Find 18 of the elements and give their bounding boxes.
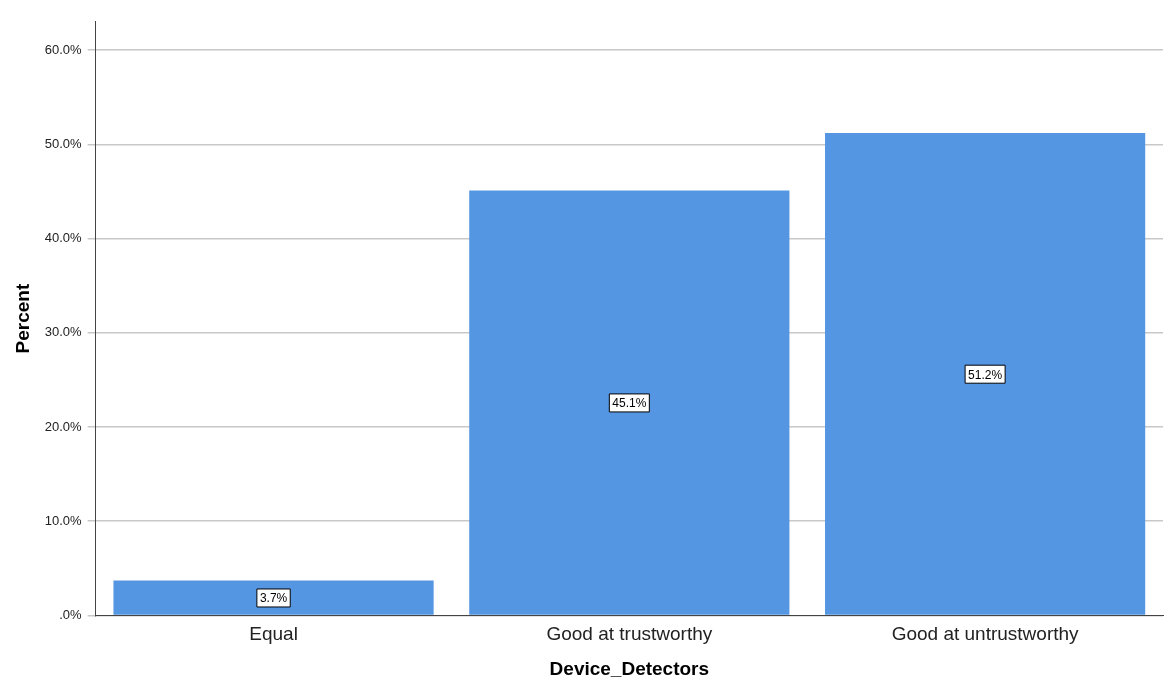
- y-axis-title: Percent: [11, 283, 33, 354]
- bar: [825, 132, 1146, 615]
- y-tick-label: 60.0%: [44, 41, 83, 57]
- bar: [113, 580, 434, 615]
- y-tick-label: 30.0%: [44, 324, 83, 340]
- data-label: 3.7%: [259, 591, 288, 606]
- y-tick-label: 50.0%: [44, 135, 83, 151]
- x-tick-label: Good at trustworthy: [546, 623, 713, 645]
- x-tick-label: Good at untrustworthy: [891, 623, 1080, 645]
- y-tick-label: 40.0%: [44, 230, 83, 246]
- y-tick-label: 20.0%: [44, 418, 83, 434]
- data-label: 51.2%: [968, 367, 1003, 382]
- y-tick-label: 10.0%: [44, 512, 83, 528]
- x-axis-title: Device_Detectors: [549, 657, 710, 679]
- x-tick-label: Equal: [249, 623, 298, 645]
- bar: [469, 190, 790, 615]
- y-tick-label: .0%: [59, 606, 83, 622]
- data-label: 45.1%: [612, 396, 647, 411]
